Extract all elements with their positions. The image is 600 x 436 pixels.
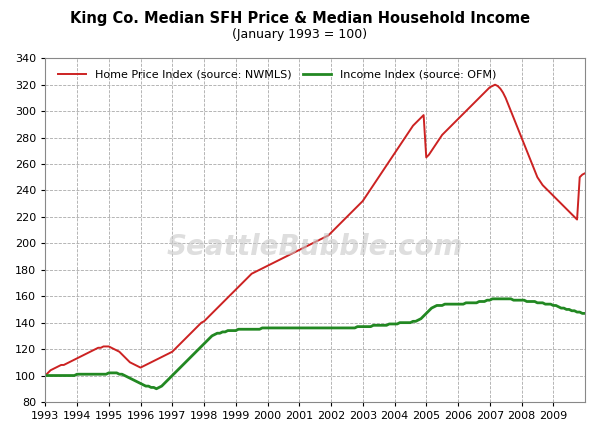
Home Price Index (source: NWMLS): (2e+03, 256): NWMLS): (2e+03, 256) [380,167,388,172]
Income Index (source: OFM): (2e+03, 138): OFM): (2e+03, 138) [375,323,382,328]
Income Index (source: OFM): (2e+03, 140): OFM): (2e+03, 140) [404,320,412,325]
Text: King Co. Median SFH Price & Median Household Income: King Co. Median SFH Price & Median House… [70,11,530,26]
Home Price Index (source: NWMLS): (2e+03, 247): NWMLS): (2e+03, 247) [373,179,380,184]
Legend: Home Price Index (source: NWMLS), Income Index (source: OFM): Home Price Index (source: NWMLS), Income… [56,67,498,82]
Text: (January 1993 = 100): (January 1993 = 100) [232,28,368,41]
Home Price Index (source: NWMLS): (2e+03, 185): NWMLS): (2e+03, 185) [269,261,277,266]
Income Index (source: OFM): (2e+03, 90): OFM): (2e+03, 90) [153,386,160,392]
Income Index (source: OFM): (1.99e+03, 100): OFM): (1.99e+03, 100) [63,373,70,378]
Income Index (source: OFM): (2.01e+03, 155): OFM): (2.01e+03, 155) [467,300,475,306]
Income Index (source: OFM): (1.99e+03, 100): OFM): (1.99e+03, 100) [41,373,49,378]
Home Price Index (source: NWMLS): (1.99e+03, 100): NWMLS): (1.99e+03, 100) [41,373,49,378]
Income Index (source: OFM): (2.01e+03, 158): OFM): (2.01e+03, 158) [489,296,496,301]
Line: Home Price Index (source: NWMLS): Home Price Index (source: NWMLS) [45,85,600,375]
Text: SeattleBubble.com: SeattleBubble.com [167,233,463,261]
Line: Income Index (source: OFM): Income Index (source: OFM) [45,299,600,389]
Home Price Index (source: NWMLS): (2.01e+03, 302): NWMLS): (2.01e+03, 302) [465,106,472,111]
Home Price Index (source: NWMLS): (2.01e+03, 320): NWMLS): (2.01e+03, 320) [491,82,499,87]
Income Index (source: OFM): (2e+03, 138): OFM): (2e+03, 138) [383,323,390,328]
Income Index (source: OFM): (2e+03, 136): OFM): (2e+03, 136) [272,325,279,330]
Home Price Index (source: NWMLS): (2e+03, 280): NWMLS): (2e+03, 280) [401,135,409,140]
Home Price Index (source: NWMLS): (1.99e+03, 109): NWMLS): (1.99e+03, 109) [63,361,70,366]
